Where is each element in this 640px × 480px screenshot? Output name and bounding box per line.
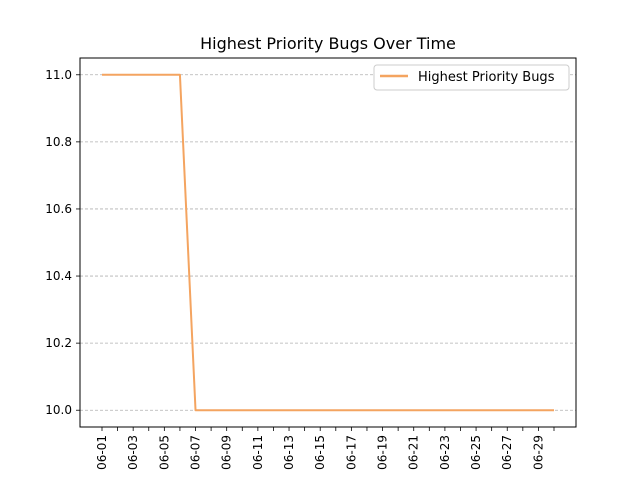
- x-tick-label: 06-19: [376, 435, 390, 470]
- x-tick-label: 06-27: [500, 435, 514, 470]
- x-tick-label: 06-13: [282, 435, 296, 470]
- series-layer: [102, 73, 554, 412]
- grid-lines: [80, 74, 576, 411]
- chart-title: Highest Priority Bugs Over Time: [200, 34, 456, 53]
- plot-frame: [79, 57, 577, 428]
- x-tick-label: 06-23: [438, 435, 452, 470]
- x-tick-label: 06-09: [220, 435, 234, 470]
- x-axis: 06-01 06-03 06-05 06-07 06-09 06-11 06-13 06-15…: [95, 427, 555, 470]
- y-tick-label: 10.6: [45, 202, 72, 216]
- legend-box: [373, 64, 570, 91]
- y-tick-label: 10.4: [45, 269, 72, 283]
- x-tick-label: 06-07: [189, 435, 203, 470]
- y-tick-label: 11.0: [45, 68, 72, 82]
- y-axis: 10.0 10.2 10.4 10.6 10.8 11.0: [45, 68, 80, 417]
- x-tick-label: 06-01: [95, 435, 109, 470]
- x-tick-label: 06-15: [313, 435, 327, 470]
- legend-label: Highest Priority Bugs: [418, 70, 555, 85]
- x-tick-label: 06-21: [407, 435, 421, 470]
- y-tick-label: 10.2: [45, 336, 72, 350]
- x-tick-label: 06-03: [126, 435, 140, 470]
- y-tick-label: 10.0: [45, 403, 72, 417]
- legend: Highest Priority Bugs: [373, 64, 570, 91]
- x-tick-label: 06-17: [344, 435, 358, 470]
- x-tick-label: 06-29: [531, 435, 545, 470]
- x-tick-label: 06-25: [469, 435, 483, 470]
- y-tick-label: 10.8: [45, 135, 72, 149]
- x-tick-label: 06-05: [157, 435, 171, 470]
- x-tick-label: 06-11: [251, 435, 265, 470]
- series-line-highest-priority-bugs: [102, 73, 554, 412]
